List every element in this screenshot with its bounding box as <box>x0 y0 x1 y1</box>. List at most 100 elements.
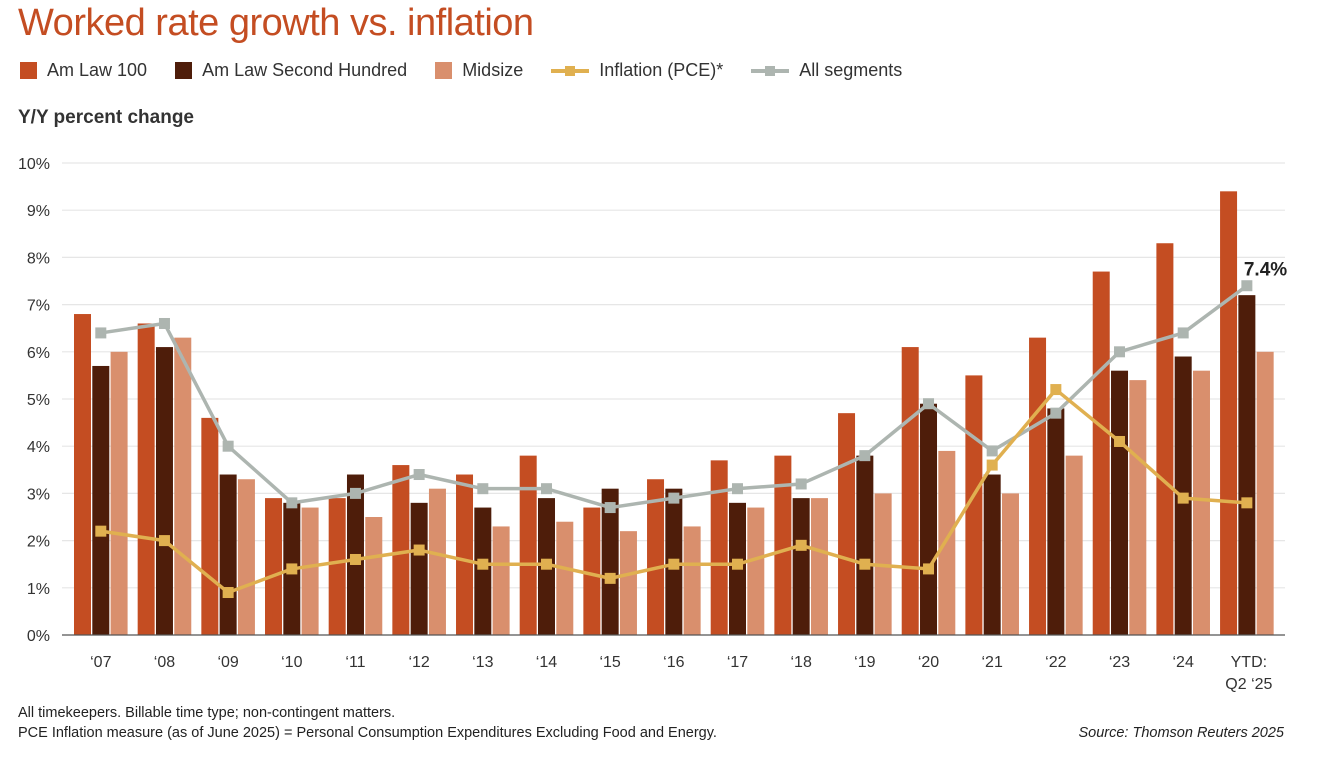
legend-label: Am Law Second Hundred <box>202 60 408 80</box>
bar-am-law-second-hundred <box>792 498 810 635</box>
bar-midsize <box>619 531 637 635</box>
legend-item-am-law-second-hundred: Am Law Second Hundred <box>175 60 407 81</box>
bar-am-law-second-hundred <box>474 507 492 635</box>
point-inflation-pce- <box>604 572 616 584</box>
point-all-segments <box>222 440 234 452</box>
point-all-segments <box>1114 346 1126 358</box>
bar-am-law-100 <box>583 507 601 635</box>
x-tick-label: ‘20 <box>918 654 939 671</box>
point-inflation-pce- <box>986 459 998 471</box>
x-tick-label: ‘13 <box>472 654 493 671</box>
legend-line-marker <box>551 61 590 81</box>
footnote: All timekeepers. Billable time type; non… <box>18 705 396 721</box>
y-tick-label: 3% <box>27 486 50 503</box>
x-tick-label: ‘15 <box>599 654 620 671</box>
y-tick-label: 2% <box>27 534 50 551</box>
bar-am-law-second-hundred <box>983 474 1001 635</box>
bar-am-law-100 <box>392 465 410 635</box>
bar-am-law-100 <box>1092 271 1110 635</box>
point-all-segments <box>477 483 489 495</box>
point-inflation-pce- <box>413 544 425 556</box>
x-tick-label: YTD: <box>1231 654 1267 671</box>
point-all-segments <box>95 327 107 339</box>
bar-am-law-100 <box>519 455 537 635</box>
bar-am-law-100 <box>774 455 792 635</box>
x-tick-label: ‘12 <box>408 654 429 671</box>
x-tick-label: ‘21 <box>982 654 1003 671</box>
bar-am-law-100 <box>647 479 665 635</box>
bar-midsize <box>1192 370 1210 635</box>
point-inflation-pce- <box>923 563 935 575</box>
point-inflation-pce- <box>158 535 170 547</box>
y-tick-label: 5% <box>27 392 50 409</box>
legend-swatch <box>175 62 193 79</box>
point-all-segments <box>732 483 743 495</box>
x-tick-label: ‘08 <box>154 654 175 671</box>
point-all-segments <box>158 317 170 329</box>
bar-midsize <box>1256 351 1274 635</box>
x-tick-label: ‘24 <box>1173 654 1194 671</box>
data-label: 7.4% <box>1244 260 1287 281</box>
point-inflation-pce- <box>1050 384 1062 396</box>
point-inflation-pce- <box>286 563 298 575</box>
legend-label: All segments <box>799 60 903 80</box>
point-inflation-pce- <box>859 558 871 570</box>
bar-midsize <box>492 526 510 635</box>
point-inflation-pce- <box>349 553 361 565</box>
bar-am-law-100 <box>265 498 283 635</box>
point-all-segments <box>604 502 616 514</box>
point-all-segments <box>795 478 807 490</box>
point-inflation-pce- <box>795 539 807 551</box>
point-inflation-pce- <box>1241 497 1253 509</box>
x-tick-label: ‘07 <box>90 654 111 671</box>
point-inflation-pce- <box>1114 435 1126 447</box>
x-tick-label: ‘17 <box>727 654 748 671</box>
legend-item-all-segments: All segments <box>751 60 902 81</box>
point-inflation-pce- <box>222 587 234 599</box>
bar-midsize <box>174 337 192 635</box>
point-all-segments <box>1241 280 1253 292</box>
bar-am-law-100 <box>838 413 856 635</box>
x-tick-label: ‘10 <box>281 654 302 671</box>
x-tick-label: ‘11 <box>345 654 365 671</box>
bar-am-law-100 <box>1156 243 1174 636</box>
bar-am-law-100 <box>456 474 474 635</box>
legend-item-inflation: Inflation (PCE)* <box>551 60 723 81</box>
bar-am-law-100 <box>1029 337 1047 635</box>
bar-midsize <box>556 521 574 635</box>
x-tick-label: ‘23 <box>1109 654 1130 671</box>
point-all-segments <box>1177 327 1189 339</box>
bar-midsize <box>1129 380 1147 635</box>
bar-am-law-second-hundred <box>601 488 619 635</box>
source-note: Source: Thomson Reuters 2025 <box>1078 725 1284 741</box>
y-tick-label: 1% <box>27 581 50 598</box>
x-tick-label: ‘22 <box>1045 654 1066 671</box>
y-tick-label: 9% <box>27 203 50 220</box>
x-tick-label: ‘14 <box>536 654 557 671</box>
bar-am-law-second-hundred <box>1111 370 1129 635</box>
y-tick-label: 4% <box>27 439 50 456</box>
y-tick-label: 6% <box>27 345 50 362</box>
x-tick-label: ‘19 <box>854 654 875 671</box>
point-all-segments <box>668 492 680 504</box>
y-tick-label: 8% <box>27 250 50 267</box>
chart-title: Worked rate growth vs. inflation <box>18 2 534 44</box>
point-all-segments <box>923 398 935 410</box>
point-inflation-pce- <box>540 558 552 570</box>
bar-am-law-100 <box>74 314 91 635</box>
point-all-segments <box>1050 407 1062 419</box>
bar-midsize <box>747 507 765 635</box>
bar-am-law-second-hundred <box>1238 295 1256 635</box>
legend-item-midsize: Midsize <box>435 60 523 81</box>
y-tick-label: 0% <box>27 628 50 645</box>
bar-am-law-100 <box>137 323 155 635</box>
bar-am-law-second-hundred <box>410 502 428 635</box>
bar-midsize <box>301 507 319 635</box>
y-tick-label: 10% <box>18 156 50 173</box>
bar-am-law-second-hundred <box>1047 408 1065 635</box>
x-tick-label: Q2 ‘25 <box>1225 676 1272 693</box>
point-all-segments <box>413 469 425 481</box>
x-tick-label: ‘09 <box>217 654 238 671</box>
